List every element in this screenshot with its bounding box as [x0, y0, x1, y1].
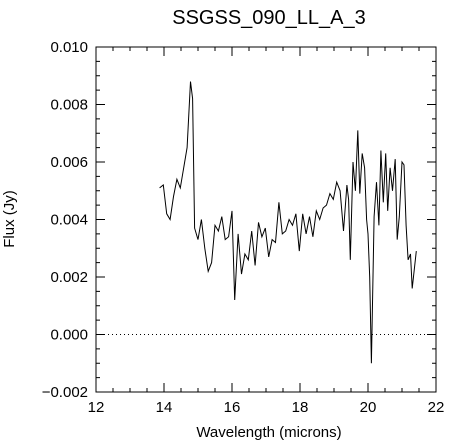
- y-tick-label: 0.010: [50, 39, 88, 56]
- y-tick-label: 0.008: [50, 97, 88, 114]
- x-tick-labels: 12 14 16 18 20 22: [88, 399, 445, 416]
- plot-frame: [95, 46, 437, 393]
- x-tick-label: 22: [428, 399, 445, 416]
- x-tick-label: 14: [156, 399, 173, 416]
- y-axis-label: Flux (Jy): [1, 190, 18, 248]
- x-axis-label: Wavelength (microns): [196, 424, 341, 441]
- y-tick-label: 0.000: [50, 327, 88, 344]
- x-tick-label: 12: [88, 399, 105, 416]
- flux-spectrum-line: [159, 81, 417, 364]
- y-tick-label: 0.002: [50, 269, 88, 286]
- x-tick-label: 16: [224, 399, 241, 416]
- x-tick-label: 18: [292, 399, 309, 416]
- axis-ticks: [95, 46, 437, 393]
- y-tick-label: −0.002: [42, 384, 88, 401]
- y-tick-labels: −0.002 0.000 0.002 0.004 0.006 0.008 0.010: [42, 39, 88, 401]
- y-tick-label: 0.004: [50, 212, 88, 229]
- chart-title: SSGSS_090_LL_A_3: [172, 7, 366, 29]
- y-tick-label: 0.006: [50, 154, 88, 171]
- x-tick-label: 20: [360, 399, 377, 416]
